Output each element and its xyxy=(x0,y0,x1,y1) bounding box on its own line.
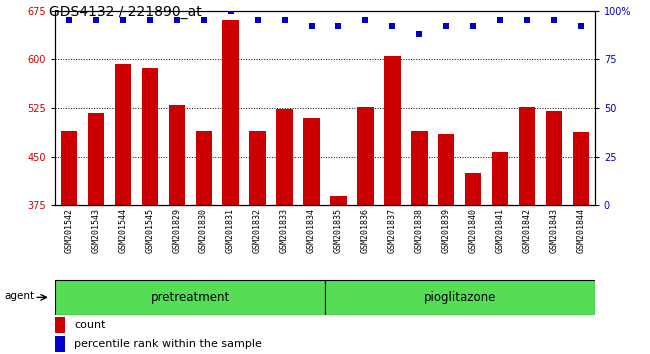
Bar xyxy=(55,317,65,333)
Text: GSM201841: GSM201841 xyxy=(496,207,505,252)
Bar xyxy=(384,56,400,205)
Point xyxy=(172,18,182,23)
Point xyxy=(118,18,128,23)
Point xyxy=(414,31,424,37)
Text: GDS4132 / 221890_at: GDS4132 / 221890_at xyxy=(49,5,202,19)
Point xyxy=(468,23,478,29)
Bar xyxy=(325,280,595,315)
Bar xyxy=(142,68,158,205)
Point xyxy=(549,18,560,23)
Text: GSM201829: GSM201829 xyxy=(172,207,181,252)
Bar xyxy=(358,107,374,205)
Point xyxy=(441,23,452,29)
Bar xyxy=(276,109,292,205)
Bar xyxy=(55,336,65,352)
Text: GSM201834: GSM201834 xyxy=(307,207,316,252)
Bar xyxy=(114,64,131,205)
Bar xyxy=(438,134,454,205)
Point xyxy=(495,18,506,23)
Bar xyxy=(250,131,266,205)
Bar xyxy=(546,110,562,205)
Text: GSM201542: GSM201542 xyxy=(64,207,73,252)
Text: GSM201544: GSM201544 xyxy=(118,207,127,252)
Bar xyxy=(60,131,77,205)
Text: GSM201838: GSM201838 xyxy=(415,207,424,252)
Bar xyxy=(55,280,325,315)
Text: count: count xyxy=(74,320,106,330)
Point xyxy=(90,18,101,23)
Text: pretreatment: pretreatment xyxy=(151,291,229,304)
Bar xyxy=(519,107,536,205)
Text: GSM201835: GSM201835 xyxy=(334,207,343,252)
Text: pioglitazone: pioglitazone xyxy=(424,291,496,304)
Bar xyxy=(330,195,346,205)
Point xyxy=(360,18,370,23)
Text: percentile rank within the sample: percentile rank within the sample xyxy=(74,339,262,349)
Text: agent: agent xyxy=(5,291,34,301)
Text: GSM201836: GSM201836 xyxy=(361,207,370,252)
Point xyxy=(522,18,532,23)
Bar xyxy=(196,131,212,205)
Bar xyxy=(492,152,508,205)
Point xyxy=(64,18,74,23)
Point xyxy=(333,23,344,29)
Point xyxy=(226,8,236,13)
Text: GSM201843: GSM201843 xyxy=(550,207,559,252)
Text: GSM201837: GSM201837 xyxy=(388,207,397,252)
Text: GSM201832: GSM201832 xyxy=(253,207,262,252)
Bar xyxy=(88,113,104,205)
Bar xyxy=(222,21,239,205)
Text: GSM201830: GSM201830 xyxy=(199,207,208,252)
Point xyxy=(252,18,263,23)
Bar xyxy=(573,132,590,205)
Bar xyxy=(168,105,185,205)
Text: GSM201842: GSM201842 xyxy=(523,207,532,252)
Bar xyxy=(465,173,482,205)
Text: GSM201840: GSM201840 xyxy=(469,207,478,252)
Point xyxy=(280,18,290,23)
Point xyxy=(144,18,155,23)
Text: GSM201839: GSM201839 xyxy=(442,207,451,252)
Point xyxy=(306,23,317,29)
Point xyxy=(576,23,586,29)
Text: GSM201543: GSM201543 xyxy=(91,207,100,252)
Bar xyxy=(304,118,320,205)
Point xyxy=(387,23,398,29)
Point xyxy=(198,18,209,23)
Bar xyxy=(411,131,428,205)
Text: GSM201831: GSM201831 xyxy=(226,207,235,252)
Text: GSM201844: GSM201844 xyxy=(577,207,586,252)
Text: GSM201833: GSM201833 xyxy=(280,207,289,252)
Text: GSM201545: GSM201545 xyxy=(145,207,154,252)
